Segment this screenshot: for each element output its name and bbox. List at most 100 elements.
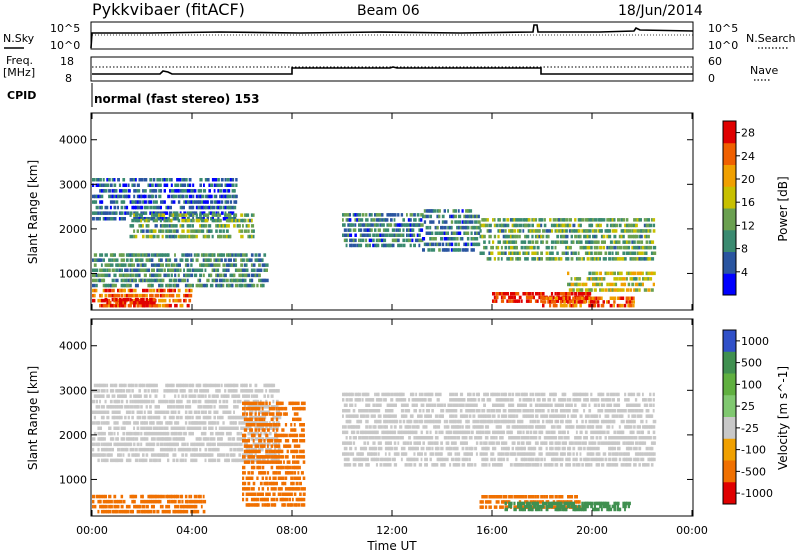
- data-cell: [235, 194, 238, 199]
- data-cell: [129, 213, 132, 217]
- data-cell: [236, 437, 239, 441]
- data-cell: [220, 415, 224, 420]
- data-cell: [179, 268, 182, 272]
- data-cell: [190, 288, 193, 293]
- data-cell: [374, 243, 378, 248]
- data-cell: [595, 300, 598, 304]
- data-cell: [249, 444, 252, 448]
- data-cell: [122, 283, 125, 288]
- data-cell: [581, 245, 584, 250]
- data-cell: [161, 303, 165, 308]
- data-cell: [240, 442, 243, 447]
- data-cell: [181, 253, 185, 257]
- data-cell: [222, 426, 226, 430]
- noise-right-bottom: 10^0: [708, 39, 738, 52]
- data-cell: [379, 457, 383, 462]
- data-cell: [152, 234, 156, 239]
- data-cell: [192, 442, 196, 447]
- data-cell: [156, 205, 159, 210]
- data-cell: [195, 426, 200, 430]
- data-cell: [245, 258, 248, 262]
- data-cell: [388, 430, 392, 435]
- data-cell: [384, 441, 388, 445]
- data-cell: [386, 223, 389, 227]
- data-cell: [120, 389, 123, 393]
- data-cell: [150, 268, 154, 272]
- data-cell: [343, 425, 347, 429]
- data-cell: [450, 248, 453, 252]
- data-cell: [290, 492, 293, 496]
- data-cell: [118, 509, 121, 514]
- data-cell: [468, 209, 473, 213]
- data-cell: [154, 494, 158, 499]
- data-cell: [247, 487, 251, 491]
- data-cell: [420, 228, 424, 232]
- data-cell: [293, 417, 296, 422]
- data-cell: [213, 213, 216, 217]
- data-cell: [579, 245, 582, 250]
- data-cell: [274, 447, 277, 452]
- data-cell: [275, 389, 279, 393]
- data-cell: [188, 504, 192, 509]
- data-cell: [368, 409, 372, 413]
- data-cell: [202, 415, 205, 420]
- data-cell: [202, 273, 205, 278]
- data-cell: [413, 436, 416, 440]
- data-cell: [599, 282, 603, 287]
- data-cell: [247, 234, 251, 239]
- data-cell: [195, 509, 200, 514]
- power-colorbar-tick-label: 16: [741, 196, 755, 209]
- data-cell: [254, 444, 258, 448]
- data-cell: [215, 283, 218, 288]
- data-cell: [158, 194, 162, 199]
- data-cell: [136, 453, 140, 457]
- data-cell: [118, 183, 122, 187]
- data-cell: [638, 245, 641, 250]
- data-cell: [554, 296, 558, 300]
- data-cell: [209, 405, 213, 409]
- data-cell: [202, 494, 205, 499]
- data-cell: [165, 442, 168, 447]
- data-cell: [465, 209, 469, 213]
- data-cell: [372, 233, 376, 237]
- data-cell: [175, 383, 179, 388]
- data-cell: [204, 283, 207, 288]
- data-cell: [135, 217, 139, 221]
- data-cell: [520, 240, 523, 244]
- data-cell: [120, 426, 123, 430]
- data-cell: [252, 503, 256, 507]
- data-cell: [406, 457, 410, 462]
- data-cell: [386, 457, 389, 462]
- data-cell: [463, 214, 466, 219]
- data-cell: [213, 200, 216, 204]
- data-cell: [154, 293, 158, 298]
- data-cell: [379, 441, 382, 445]
- data-cell: [129, 253, 133, 257]
- data-cell: [484, 218, 487, 222]
- data-cell: [542, 240, 544, 244]
- data-cell: [108, 258, 112, 262]
- power-colorbar-swatch: [723, 273, 736, 296]
- data-cell: [275, 465, 279, 470]
- data-cell: [545, 229, 548, 233]
- data-cell: [600, 303, 604, 308]
- data-cell: [240, 283, 244, 288]
- data-cell: [270, 455, 273, 459]
- data-cell: [201, 194, 205, 199]
- data-cell: [140, 494, 144, 499]
- data-cell: [645, 223, 649, 228]
- data-cell: [204, 253, 208, 257]
- data-cell: [249, 449, 252, 454]
- data-cell: [408, 425, 412, 429]
- data-cell: [263, 268, 266, 272]
- y-tick-label: 2000: [59, 223, 87, 236]
- data-cell: [288, 401, 292, 406]
- data-cell: [413, 213, 416, 217]
- data-cell: [215, 213, 218, 217]
- data-cell: [408, 409, 411, 413]
- data-cell: [249, 258, 253, 262]
- data-cell: [134, 494, 138, 499]
- data-cell: [95, 273, 99, 278]
- data-cell: [267, 497, 269, 502]
- data-cell: [591, 300, 595, 304]
